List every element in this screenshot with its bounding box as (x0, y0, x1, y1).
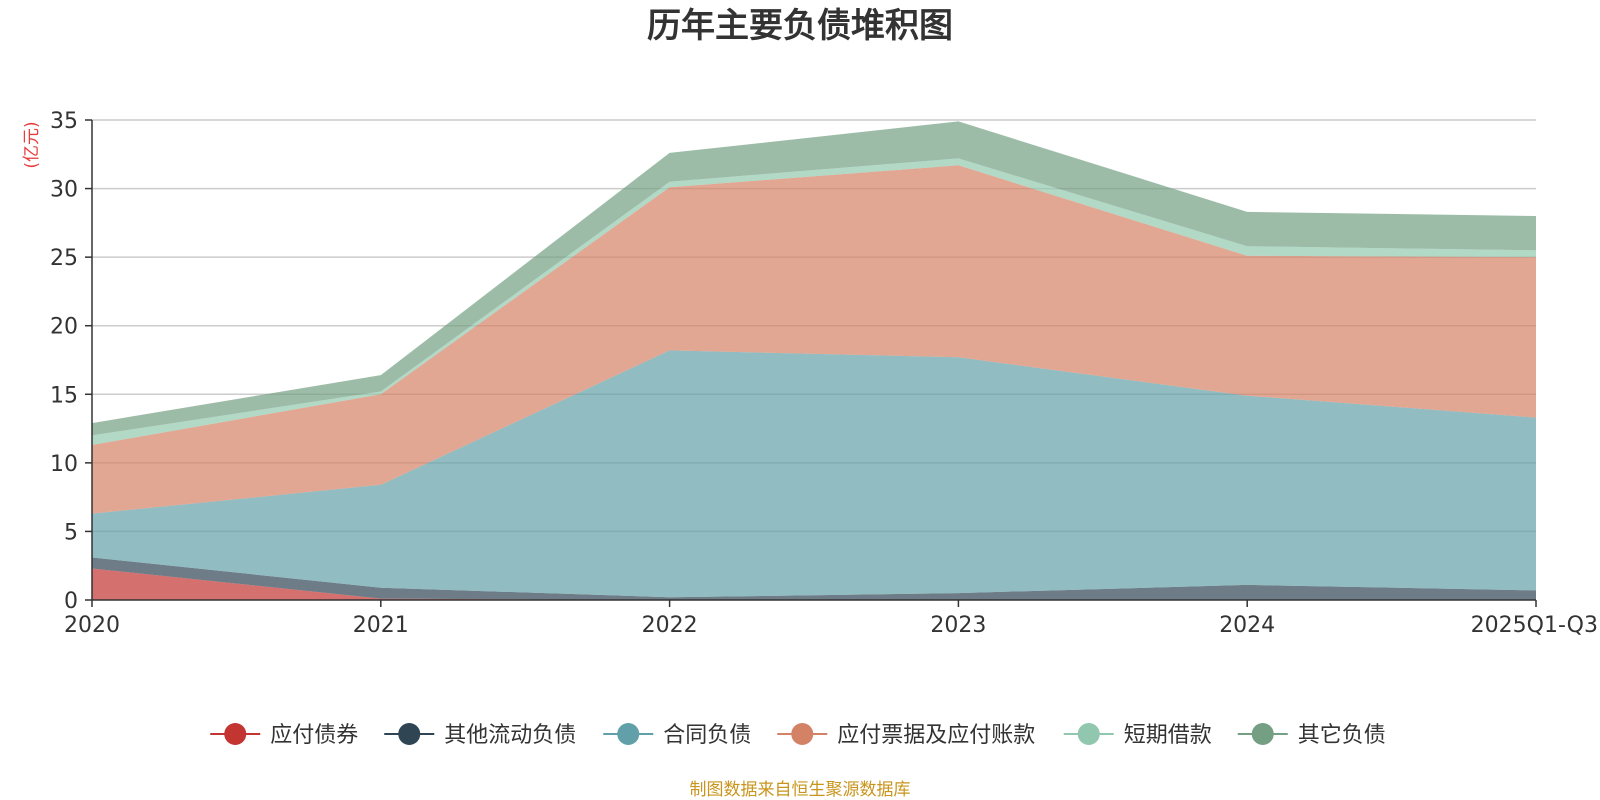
legend-label-5: 短期借款 (1124, 723, 1212, 748)
legend-marker-5 (1077, 723, 1100, 745)
x-tick-label-4: 2023 (930, 613, 986, 638)
area-series-3 (92, 350, 1536, 598)
legend[interactable]: 应付债券 其他流动负债 合同负债 应付票据及应付账款 短期借款 其它负债 (210, 723, 1386, 748)
area-series-5 (92, 158, 1536, 445)
x-tick-label-3: 2022 (642, 613, 698, 638)
chart-title: 历年主要负债堆积图 (647, 6, 953, 46)
legend-marker-1 (224, 723, 247, 745)
legend-marker-3 (617, 723, 640, 745)
y-tick-label-35: 35 (50, 109, 78, 134)
y-tick-label-30: 30 (50, 178, 78, 203)
axes: 0 5 10 15 20 25 30 35 2020 2021 2022 2023 2024 2025Q1… (50, 109, 1598, 638)
area-series (92, 121, 1536, 600)
data-source-note: 制图数据来自恒生聚源数据库 (690, 780, 911, 800)
legend-label-4: 应付票据及应付账款 (837, 723, 1035, 748)
legend-item-3[interactable]: 合同负债 (603, 723, 751, 748)
y-tick-label-25: 25 (50, 246, 78, 271)
legend-item-2[interactable]: 其他流动负债 (384, 723, 576, 748)
x-tick-label-5: 2024 (1219, 613, 1275, 638)
legend-marker-2 (398, 723, 421, 745)
legend-label-2: 其他流动负债 (444, 723, 576, 748)
y-tick-label-20: 20 (50, 315, 78, 340)
legend-item-5[interactable]: 短期借款 (1063, 723, 1212, 748)
legend-label-1: 应付债券 (270, 723, 358, 748)
legend-label-6: 其它负债 (1298, 723, 1386, 748)
area-series-2 (92, 557, 1536, 600)
legend-marker-6 (1251, 723, 1274, 745)
area-series-4 (92, 165, 1536, 514)
y-tick-label-0: 0 (64, 589, 78, 614)
legend-item-4[interactable]: 应付票据及应付账款 (777, 723, 1035, 748)
legend-label-3: 合同负债 (663, 723, 751, 748)
y-tick-label-5: 5 (64, 520, 78, 545)
legend-marker-4 (791, 723, 814, 745)
legend-item-1[interactable]: 应付债券 (210, 723, 358, 748)
x-tick-label-2: 2021 (353, 613, 409, 638)
y-tick-label-15: 15 (50, 383, 78, 408)
y-tick-label-10: 10 (50, 452, 78, 477)
x-tick-label-1: 2020 (64, 613, 120, 638)
x-tick-label-6: 2025Q1-Q3 (1471, 613, 1598, 638)
area-series-1 (92, 568, 1536, 600)
y-axis-unit: (亿元) (22, 121, 42, 168)
legend-item-6[interactable]: 其它负债 (1237, 723, 1386, 748)
area-series-6 (92, 121, 1536, 436)
